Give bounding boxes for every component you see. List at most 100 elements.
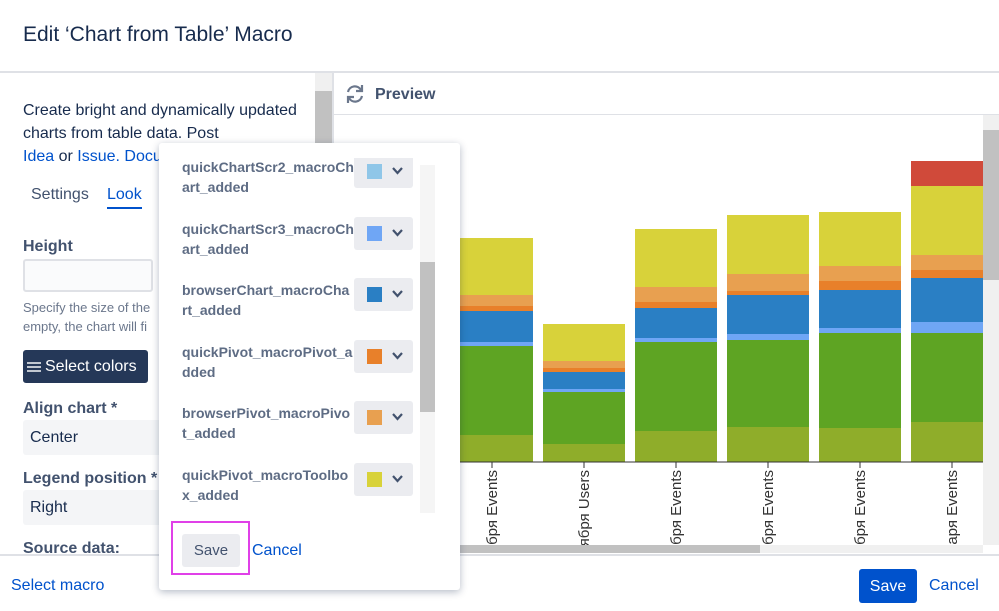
scroll-thumb[interactable] xyxy=(315,91,332,151)
x-tick-label: бря Events xyxy=(668,470,685,545)
item-label: quickPivot_macroPivot_added xyxy=(182,343,353,380)
bar-segment xyxy=(727,274,809,291)
color-picker-button[interactable] xyxy=(354,339,413,373)
bar-segment xyxy=(635,287,717,302)
color-swatch xyxy=(367,225,382,241)
tab[interactable]: Settings xyxy=(31,186,89,203)
x-tick-label: ября Users xyxy=(576,470,593,546)
popup-cancel-link[interactable]: Cancel xyxy=(252,542,302,559)
scroll-thumb[interactable] xyxy=(420,262,435,412)
header-divider xyxy=(0,71,999,73)
align-select[interactable]: Center xyxy=(23,420,173,455)
color-list: quickChartScr2_macroChart_added quickChar… xyxy=(159,158,421,515)
color-picker-button[interactable] xyxy=(354,278,413,312)
bar-segment xyxy=(727,291,809,295)
bar-segment xyxy=(819,290,901,328)
chevron xyxy=(392,413,403,422)
chevron xyxy=(392,352,403,360)
color-swatch xyxy=(367,164,382,179)
bar-segment xyxy=(635,342,717,431)
tab-active[interactable]: Look xyxy=(107,186,142,209)
bar-segment xyxy=(727,340,809,427)
idea-link[interactable]: Idea xyxy=(23,148,55,165)
bar-segment xyxy=(819,281,901,290)
color-item: browserPivot_macroPivot_added xyxy=(159,401,421,463)
color-picker-button[interactable] xyxy=(354,216,413,250)
scrollbar[interactable] xyxy=(983,115,999,545)
color-picker-button[interactable] xyxy=(354,401,413,435)
bar-segment xyxy=(727,215,809,274)
bar-segment xyxy=(911,161,983,186)
docs-link[interactable]: Docu xyxy=(124,148,162,165)
item-label: quickPivot_macroToolbox_added xyxy=(182,467,349,503)
issue-link[interactable]: Issue. xyxy=(77,148,120,165)
bar-segment xyxy=(911,186,983,255)
help-text: Specify the size of the xyxy=(23,300,151,315)
bar-segment xyxy=(460,346,533,435)
bar-segment xyxy=(543,324,625,361)
bar-segment xyxy=(460,306,533,311)
item-label: browserChart_macroChart_added xyxy=(182,282,350,319)
bar-segment xyxy=(543,361,625,368)
height-input[interactable] xyxy=(23,259,153,292)
footer-divider xyxy=(0,554,999,556)
bar-segment xyxy=(911,255,983,270)
cancel-link[interactable]: Cancel xyxy=(929,577,979,594)
chevron xyxy=(392,167,403,175)
bar-segment xyxy=(911,270,983,278)
scrollbar[interactable] xyxy=(460,545,983,553)
color-swatch xyxy=(367,472,382,487)
popup-save-button[interactable]: Save xyxy=(182,534,240,567)
button-label: Save xyxy=(193,542,229,559)
source-label: Source data: xyxy=(23,540,120,557)
color-popup: quickChartScr2_macroChart_added quickChar… xyxy=(159,143,460,590)
menu-icon xyxy=(27,362,41,372)
bar-segment xyxy=(819,428,901,462)
bar-segment xyxy=(460,311,533,342)
bar-segment xyxy=(543,372,625,389)
select-value: Right xyxy=(30,499,68,516)
preview-title: Preview xyxy=(375,86,436,103)
color-item: quickPivot_macroToolbox_added xyxy=(159,463,421,515)
color-picker-button[interactable] xyxy=(354,463,413,496)
scrollbar[interactable] xyxy=(420,165,435,513)
bar-segment xyxy=(460,342,533,346)
select-colors-button[interactable]: Select colors xyxy=(23,350,148,383)
button-label: Select colors xyxy=(45,358,137,375)
bar-segment xyxy=(635,302,717,308)
color-item: browserChart_macroChart_added xyxy=(159,278,421,340)
select-macro-link[interactable]: Select macro xyxy=(11,577,105,594)
color-item: quickChartScr3_macroChart_added xyxy=(159,216,421,279)
legend-label: Legend position * xyxy=(23,470,158,487)
scroll-thumb[interactable] xyxy=(983,130,999,280)
bar-segment xyxy=(911,422,983,462)
x-tick-label: бря Events xyxy=(852,470,869,545)
bar-segment xyxy=(460,295,533,306)
color-swatch xyxy=(367,410,382,426)
item-label: quickChartScr3_macroChart_added xyxy=(182,220,354,257)
bar-segment xyxy=(911,322,983,333)
bar-segment xyxy=(635,338,717,342)
bar-segment xyxy=(727,334,809,340)
description: Create bright and dynamically updated ch… xyxy=(23,102,297,142)
bar-segment xyxy=(543,389,625,392)
save-button[interactable]: Save xyxy=(859,569,917,603)
item-label: quickChartScr2_macroChart_added xyxy=(182,159,354,195)
bar-segment xyxy=(543,444,625,462)
bar-segment xyxy=(543,368,625,372)
legend-select[interactable]: Right xyxy=(23,490,173,525)
chevron xyxy=(392,475,403,483)
color-swatch xyxy=(367,287,382,303)
color-item: quickChartScr2_macroChart_added xyxy=(159,158,421,217)
bar-segment xyxy=(911,278,983,322)
refresh-icon[interactable] xyxy=(345,84,365,104)
item-label: browserPivot_macroPivot_added xyxy=(182,405,351,442)
chevron xyxy=(392,228,403,237)
x-tick-label: бря Events xyxy=(484,470,501,545)
bar-segment xyxy=(819,333,901,428)
dialog-title: Edit ‘Chart from Table’ Macro xyxy=(23,23,293,46)
color-picker-button[interactable] xyxy=(354,158,413,188)
color-swatch xyxy=(367,348,382,364)
scroll-thumb[interactable] xyxy=(460,545,760,553)
